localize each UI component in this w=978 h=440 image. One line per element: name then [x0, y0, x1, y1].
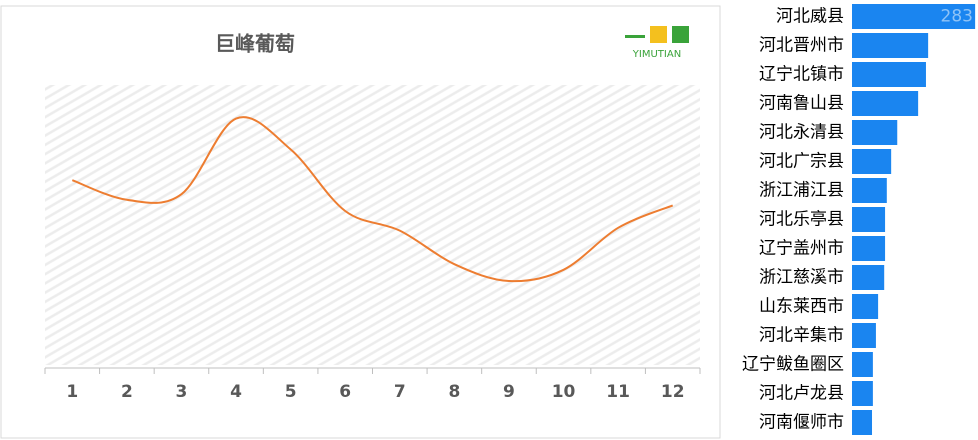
bar: [852, 381, 873, 406]
y-tick-label: 河南偃师市: [759, 413, 844, 433]
x-tick-label: 5: [285, 382, 297, 402]
y-tick-label: 浙江慈溪市: [759, 268, 844, 288]
x-tick-label: 12: [661, 382, 685, 402]
plot-area: [45, 85, 700, 365]
bar: [852, 91, 919, 116]
bar: [852, 352, 873, 377]
bar: [852, 294, 879, 319]
x-tick-label: 10: [552, 382, 576, 402]
y-tick-label: 河北广宗县: [759, 152, 844, 172]
bar: [852, 410, 873, 435]
logo-mark: [625, 35, 645, 38]
y-tick-label: 山东莱西市: [759, 297, 844, 317]
x-tick-label: 6: [339, 382, 351, 402]
y-tick-label: 辽宁鲅鱼圈区: [742, 355, 844, 375]
x-tick-label: 8: [448, 382, 460, 402]
x-tick-label: 4: [230, 382, 242, 402]
bar: [852, 207, 886, 232]
chart-title: 巨峰葡萄: [215, 32, 295, 56]
bar: [852, 265, 885, 290]
y-tick-label: 河北卢龙县: [759, 384, 844, 404]
y-tick-label: 河北辛集市: [759, 326, 844, 346]
x-tick-label: 7: [394, 382, 406, 402]
y-tick-label: 河北永清县: [759, 123, 844, 143]
bar: [852, 4, 976, 29]
logo-mark: [650, 26, 667, 43]
x-tick-label: 2: [121, 382, 133, 402]
line: [71, 116, 674, 283]
bar: [852, 120, 898, 145]
bar: [852, 33, 929, 58]
x-tick-label: 9: [503, 382, 515, 402]
bar: [852, 323, 876, 348]
y-tick-label: 浙江浦江县: [759, 181, 844, 201]
y-tick-label: 辽宁北镇市: [759, 65, 844, 85]
x-tick-label: 1: [66, 382, 78, 402]
logo-text: YIMUTIAN: [632, 49, 681, 60]
bar: [852, 62, 926, 87]
bar: [852, 178, 887, 203]
y-tick-label: 河北威县: [776, 7, 844, 27]
bar: [852, 149, 892, 174]
x-tick-label: 3: [176, 382, 188, 402]
bar: [852, 236, 886, 261]
logo: YIMUTIAN: [625, 26, 689, 60]
y-tick-label: 辽宁盖州市: [759, 239, 844, 259]
y-tick-label: 河南鲁山县: [759, 94, 844, 114]
logo-mark: [672, 26, 689, 43]
y-tick-label: 河北晋州市: [759, 36, 844, 56]
x-tick-label: 11: [606, 382, 630, 402]
value-label: 283: [941, 7, 973, 27]
y-tick-label: 河北乐亭县: [759, 210, 844, 230]
